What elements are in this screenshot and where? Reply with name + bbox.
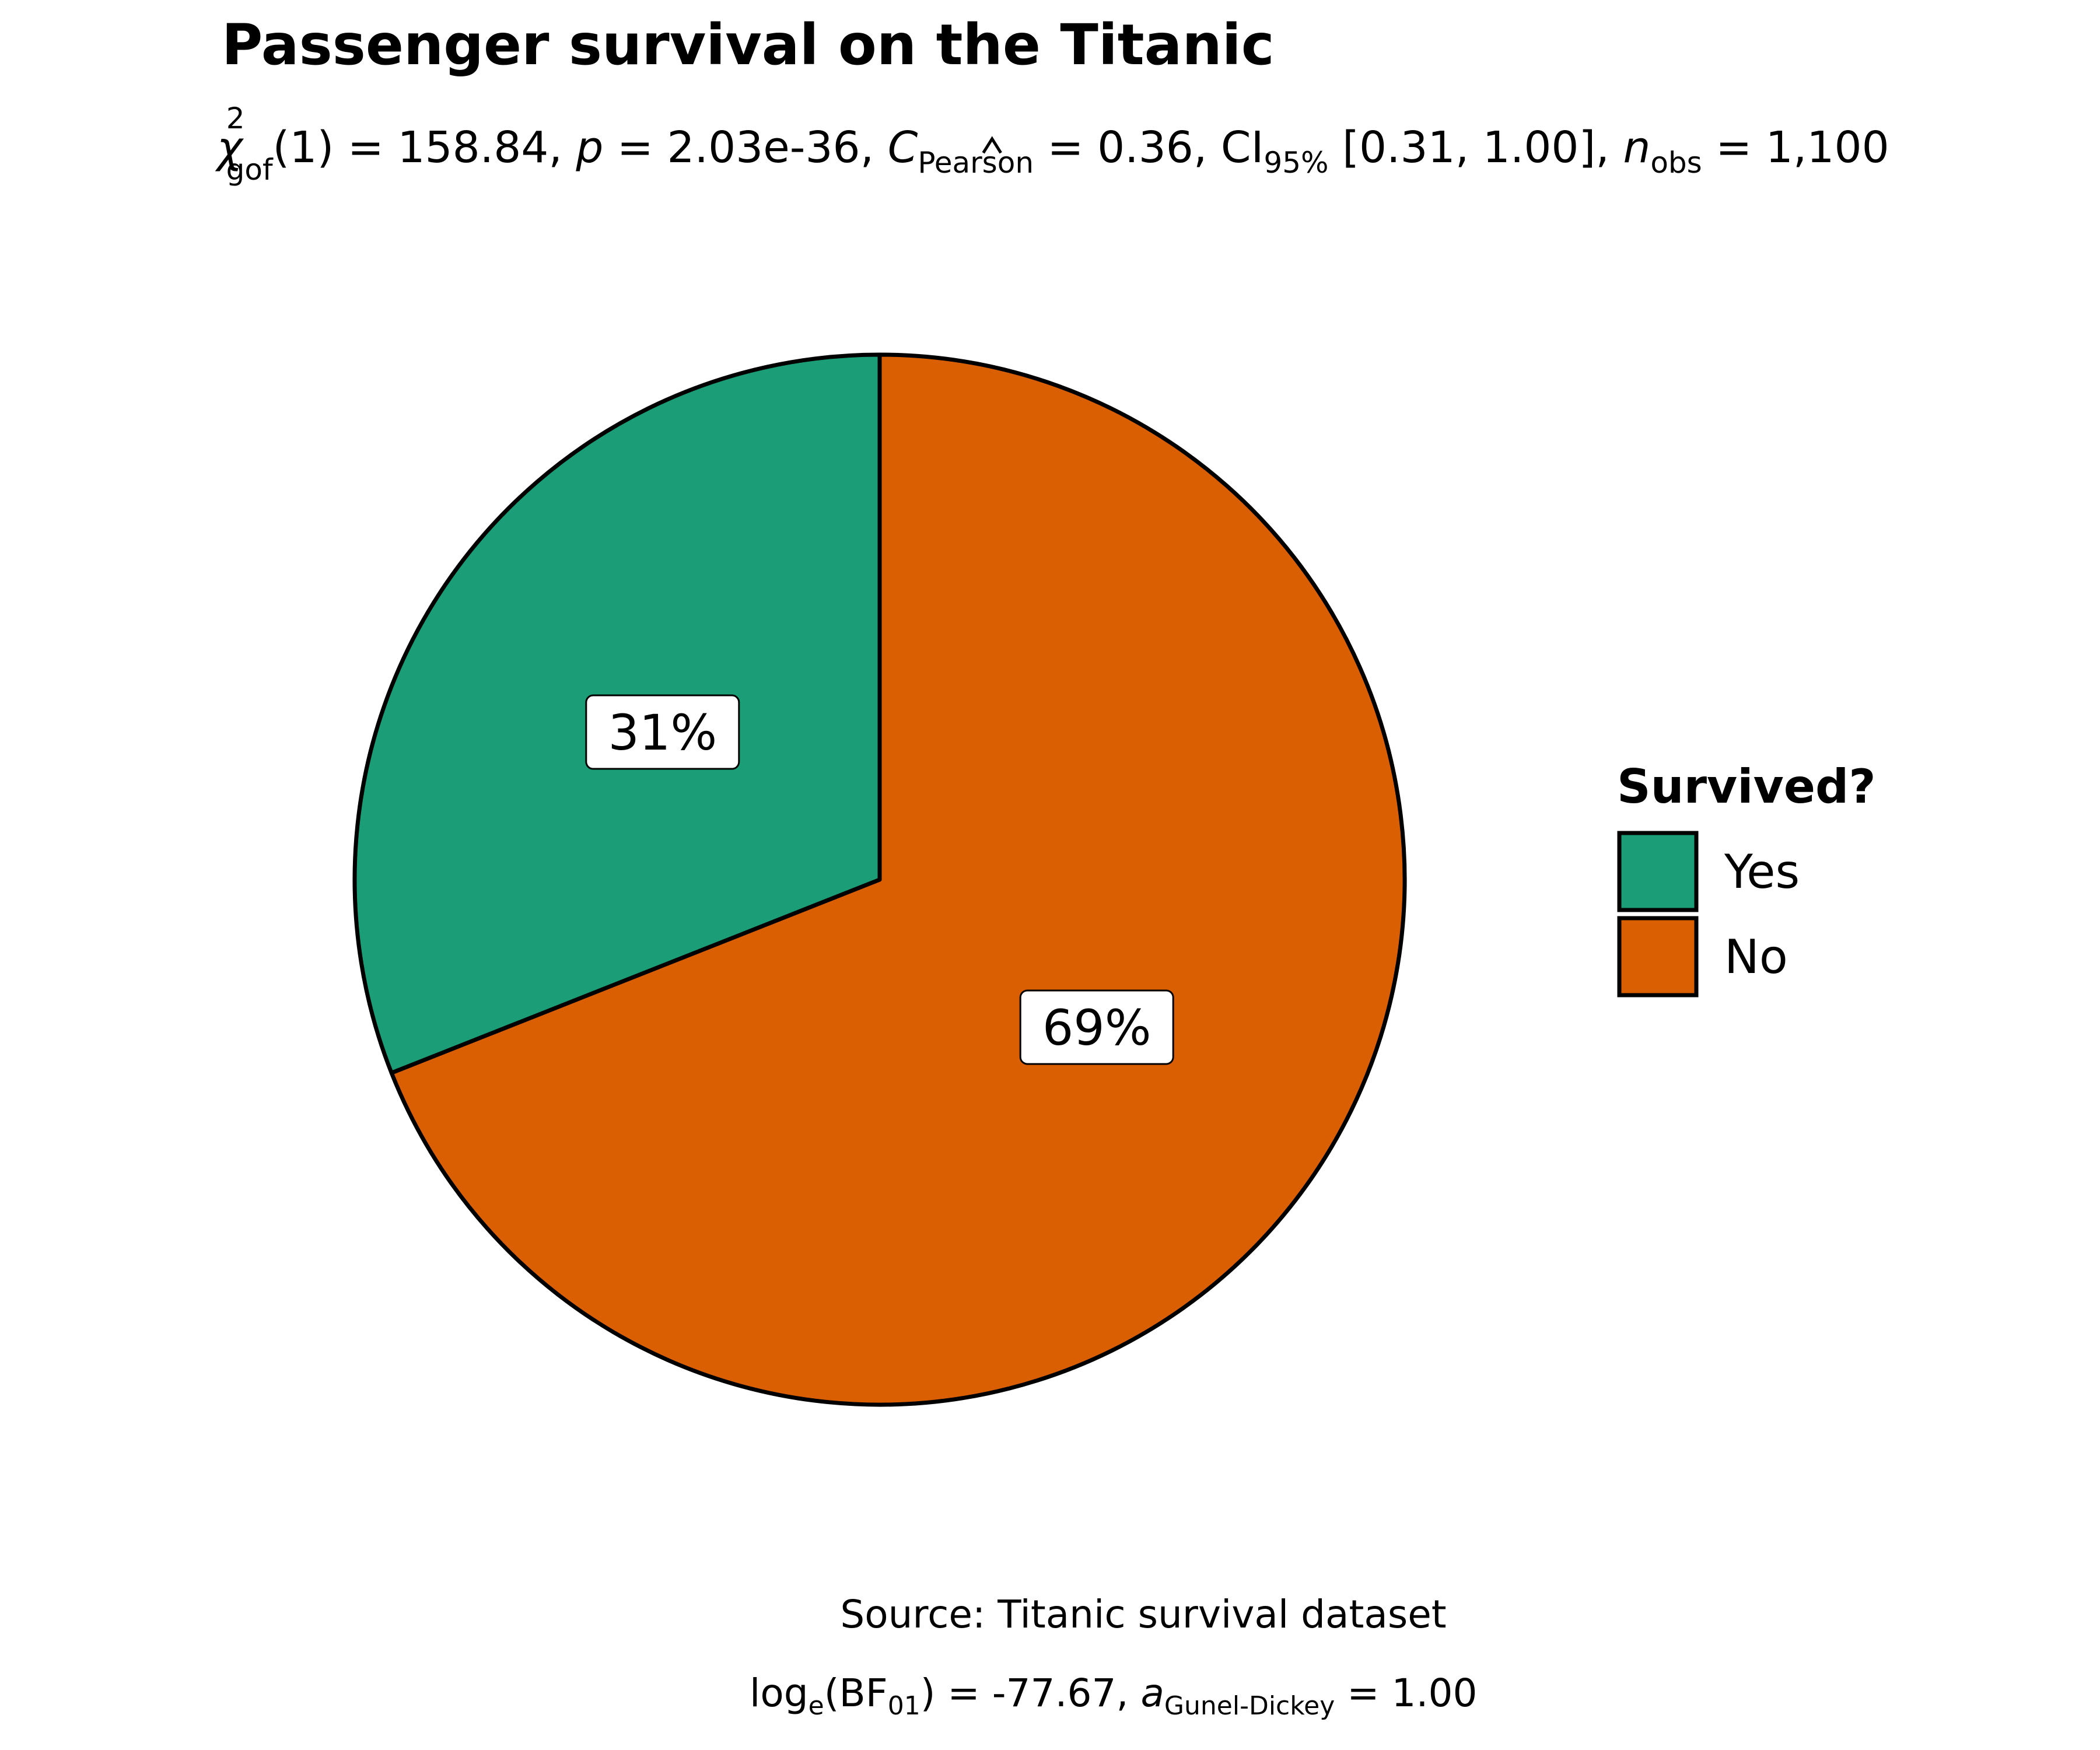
- separator: ,: [1116, 1671, 1140, 1716]
- slice-label-box: [1019, 989, 1174, 1065]
- c-subscript: Pearson: [918, 146, 1034, 180]
- slice-label-value: 69%: [1042, 999, 1152, 1056]
- bf-close: ): [921, 1671, 936, 1716]
- slice-label-no: 69%: [1019, 989, 1174, 1065]
- equals-sign: =: [935, 1671, 992, 1716]
- bf-value: -77.67: [992, 1671, 1116, 1716]
- legend-label-yes: Yes: [1724, 845, 1800, 899]
- caption-source: Source: Titanic survival dataset: [840, 1592, 1446, 1637]
- a-subscript: Gunel-Dickey: [1164, 1691, 1335, 1721]
- pie-slice-no: [389, 352, 1407, 1407]
- c-hat-accent: [982, 136, 1002, 154]
- p-symbol: p: [575, 123, 603, 173]
- ci-subscript: 95%: [1264, 146, 1328, 180]
- separator: ,: [1595, 123, 1623, 173]
- ci-value: [0.31, 1.00]: [1329, 123, 1596, 173]
- equals-sign: =: [334, 123, 397, 173]
- separator: ,: [860, 123, 888, 173]
- p-value: 2.03e-36: [667, 123, 860, 173]
- legend-title: Survived?: [1617, 760, 1876, 814]
- slice-label-value: 31%: [608, 704, 717, 761]
- statistic-value: 158.84: [397, 123, 548, 173]
- chart-title: Passenger survival on the Titanic: [222, 12, 1275, 78]
- equals-sign: =: [1034, 123, 1097, 173]
- slice-label-yes: 31%: [585, 694, 740, 770]
- equals-sign: =: [1335, 1671, 1391, 1716]
- a-symbol: a: [1140, 1671, 1164, 1716]
- equals-sign: =: [603, 123, 667, 173]
- caption-bayes: loge(BF01) = -77.67, aGunel-Dickey = 1.0…: [750, 1671, 1477, 1721]
- c-symbol: C: [888, 123, 918, 173]
- bf-open: (BF: [824, 1671, 888, 1716]
- n-subscript: obs: [1650, 146, 1702, 180]
- legend-item-yes: Yes: [1617, 831, 1800, 912]
- chi-superscript: 2: [226, 102, 245, 135]
- legend-label-no: No: [1724, 930, 1788, 984]
- a-value: 1.00: [1392, 1671, 1478, 1716]
- legend: Survived? Yes No: [1617, 760, 1876, 998]
- separator: ,: [548, 123, 576, 173]
- legend-items: Yes No: [1617, 831, 1800, 998]
- chi-subscript: gof: [226, 153, 274, 187]
- bf-subscript: 01: [888, 1691, 921, 1721]
- ci-label: , CI: [1194, 123, 1264, 173]
- n-value: 1,100: [1766, 123, 1889, 173]
- degrees-of-freedom: (1): [273, 123, 334, 173]
- pie-chart: 31% 69%: [352, 352, 1407, 1407]
- n-symbol: n: [1623, 123, 1650, 173]
- effect-size-value: 0.36: [1097, 123, 1194, 173]
- log-prefix: log: [750, 1671, 808, 1716]
- log-subscript: e: [808, 1691, 824, 1721]
- chi-symbol: χ: [215, 123, 244, 173]
- equals-sign: =: [1702, 123, 1766, 173]
- legend-key-yes: [1617, 831, 1699, 912]
- legend-key-no: [1617, 916, 1699, 998]
- legend-item-no: No: [1617, 916, 1788, 998]
- chart-subtitle-stats: χ2 gof(1) = 158.84, p = 2.03e-36, CPearso…: [215, 102, 1889, 187]
- slice-label-box: [585, 694, 740, 770]
